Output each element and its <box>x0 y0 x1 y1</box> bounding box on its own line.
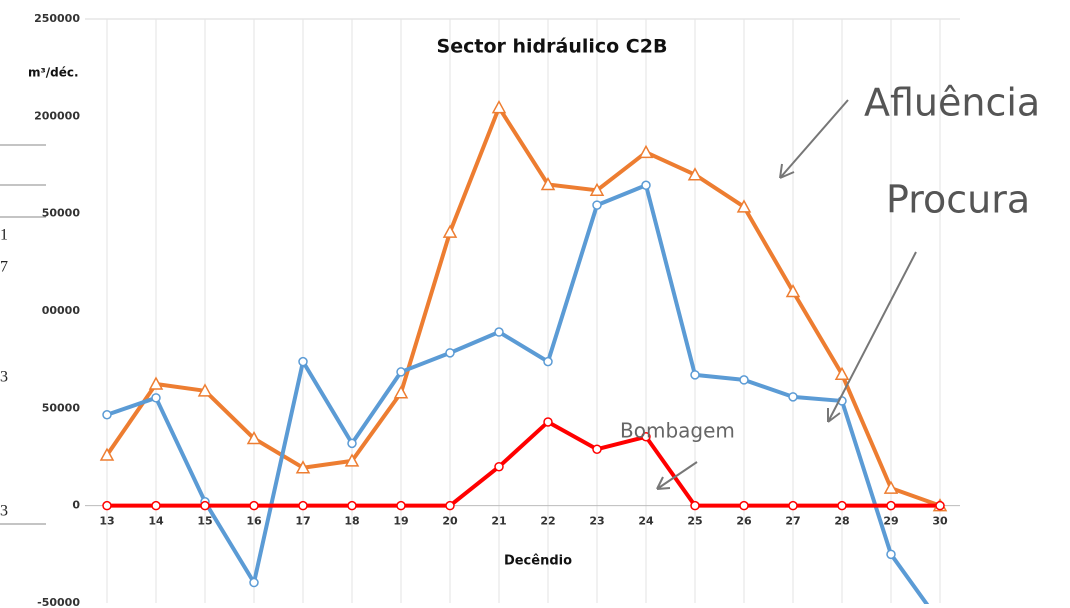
marker <box>148 376 164 390</box>
marker <box>99 447 115 461</box>
x-tick-label: 26 <box>736 515 752 528</box>
y-tick-label: 50000 <box>42 207 81 220</box>
x-tick-label: 25 <box>687 515 702 528</box>
x-tick-label: 16 <box>246 515 262 528</box>
x-tick-label: 22 <box>540 515 555 528</box>
marker <box>102 410 112 420</box>
marker <box>788 392 798 402</box>
marker <box>690 500 700 511</box>
x-tick-label: 28 <box>834 515 849 528</box>
series-line <box>106 183 930 604</box>
marker <box>246 430 262 445</box>
arrow <box>827 251 917 423</box>
text-fragment: 3 <box>0 503 8 520</box>
marker <box>295 460 311 474</box>
marker <box>592 200 602 210</box>
marker <box>393 385 409 399</box>
marker <box>785 283 801 298</box>
marker <box>494 461 504 472</box>
annotation: Afluência <box>864 81 1040 125</box>
marker <box>347 438 357 449</box>
marker <box>347 500 357 511</box>
x-tick-label: 30 <box>932 515 948 528</box>
marker <box>197 383 213 397</box>
y-tick-label: 50000 <box>42 401 81 414</box>
marker <box>445 348 455 358</box>
marker <box>540 176 556 191</box>
annotation: Bombagem <box>620 419 735 443</box>
y-tick-label: 250000 <box>34 12 80 25</box>
marker <box>396 367 406 377</box>
marker <box>739 375 749 385</box>
marker <box>491 100 507 114</box>
marker <box>788 500 798 511</box>
marker <box>935 500 945 511</box>
marker <box>445 500 455 511</box>
x-tick-label: 20 <box>442 515 458 528</box>
marker <box>298 500 308 511</box>
marker <box>641 180 651 190</box>
marker <box>886 549 896 560</box>
x-tick-label: 19 <box>393 515 408 528</box>
marker <box>151 393 161 403</box>
arrow <box>779 99 849 179</box>
x-tick-label: 13 <box>99 515 114 528</box>
marker <box>687 167 703 181</box>
text-fragment: 7 <box>0 259 8 276</box>
marker <box>249 500 259 511</box>
marker <box>834 366 850 381</box>
chart-title: Sector hidráulico C2B <box>437 36 668 58</box>
marker <box>396 500 406 511</box>
marker <box>344 453 360 467</box>
x-tick-label: 29 <box>883 515 898 528</box>
text-fragment: 1 <box>0 227 8 244</box>
series-line <box>105 105 941 508</box>
x-tick-label: 23 <box>589 515 604 528</box>
y-tick-label: 00000 <box>42 304 81 317</box>
marker <box>641 432 651 442</box>
marker <box>494 327 504 337</box>
marker <box>102 500 112 511</box>
x-tick-label: 14 <box>148 515 164 528</box>
marker <box>886 500 896 511</box>
x-axis-label: Decêndio <box>504 554 572 569</box>
marker <box>837 500 847 511</box>
marker <box>298 356 308 367</box>
marker <box>151 500 161 511</box>
x-tick-label: 27 <box>785 515 800 528</box>
marker <box>200 500 210 511</box>
marker <box>739 500 749 511</box>
marker <box>249 577 259 588</box>
y-tick-label: -50000 <box>37 596 80 608</box>
arrow <box>656 461 698 490</box>
text-fragment: 3 <box>0 369 8 386</box>
y-tick-label: 0 <box>72 499 80 512</box>
marker <box>442 224 458 238</box>
series-line <box>107 419 940 508</box>
marker <box>592 444 602 454</box>
annotation: Procura <box>886 178 1030 222</box>
x-tick-label: 21 <box>491 515 506 528</box>
marker <box>543 417 553 427</box>
marker <box>543 356 553 367</box>
marker <box>736 199 752 213</box>
marker <box>638 144 654 159</box>
x-tick-label: 18 <box>344 515 359 528</box>
y-tick-label: 200000 <box>34 109 80 122</box>
marker <box>589 182 605 197</box>
x-tick-label: 15 <box>197 515 212 528</box>
x-tick-label: 24 <box>638 515 654 528</box>
marker <box>690 370 700 380</box>
y-axis-label: m³/déc. <box>28 66 79 80</box>
marker <box>883 480 899 494</box>
x-tick-label: 17 <box>295 515 310 528</box>
